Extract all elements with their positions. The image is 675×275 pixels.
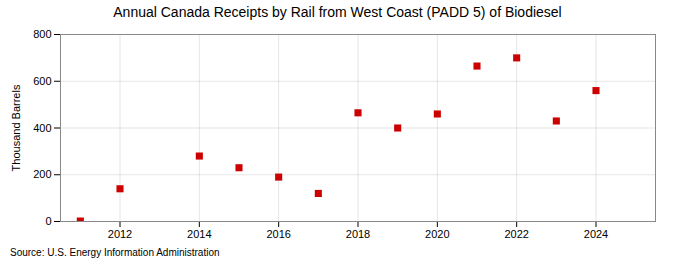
svg-text:800: 800 xyxy=(33,28,51,40)
svg-text:2014: 2014 xyxy=(187,228,211,240)
html-text:Annual Canada Receipts by Rail: Annual Canada Receipts by Rail from West… xyxy=(113,4,562,20)
svg-text:2018: 2018 xyxy=(346,228,370,240)
svg-text:200: 200 xyxy=(33,168,51,180)
svg-text:2020: 2020 xyxy=(425,228,449,240)
svg-text:2024: 2024 xyxy=(584,228,608,240)
svg-text:2022: 2022 xyxy=(504,228,528,240)
svg-text:2012: 2012 xyxy=(108,228,132,240)
svg-text:2016: 2016 xyxy=(266,228,290,240)
svg-text:600: 600 xyxy=(33,75,51,87)
svg-text:400: 400 xyxy=(33,122,51,134)
svg-text:Thousand Barrels: Thousand Barrels xyxy=(10,84,22,171)
html-text:Source: U.S. Energy Informatio: Source: U.S. Energy Information Administ… xyxy=(10,247,220,258)
svg-text:0: 0 xyxy=(45,215,51,227)
